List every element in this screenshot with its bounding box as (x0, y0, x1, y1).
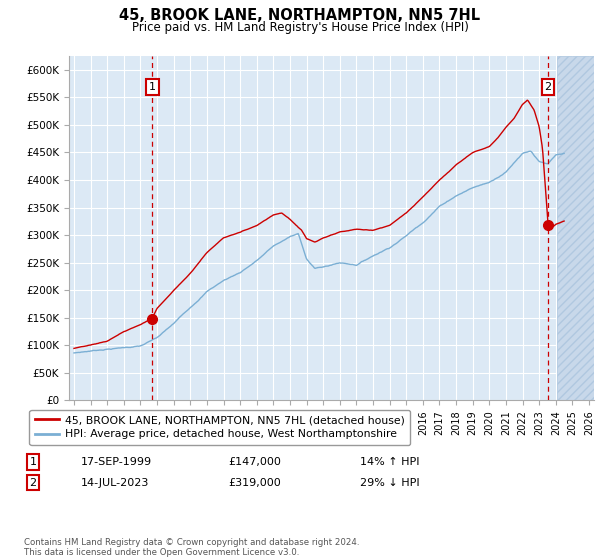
Text: 17-SEP-1999: 17-SEP-1999 (81, 457, 152, 467)
Text: £147,000: £147,000 (228, 457, 281, 467)
Text: 29% ↓ HPI: 29% ↓ HPI (360, 478, 419, 488)
Text: £319,000: £319,000 (228, 478, 281, 488)
Text: 2: 2 (545, 82, 552, 92)
Bar (557, 56, 594, 400)
Text: 2: 2 (29, 478, 37, 488)
Text: 14-JUL-2023: 14-JUL-2023 (81, 478, 149, 488)
Text: 45, BROOK LANE, NORTHAMPTON, NN5 7HL: 45, BROOK LANE, NORTHAMPTON, NN5 7HL (119, 8, 481, 24)
Text: 14% ↑ HPI: 14% ↑ HPI (360, 457, 419, 467)
Text: Price paid vs. HM Land Registry's House Price Index (HPI): Price paid vs. HM Land Registry's House … (131, 21, 469, 34)
Text: Contains HM Land Registry data © Crown copyright and database right 2024.
This d: Contains HM Land Registry data © Crown c… (24, 538, 359, 557)
Text: 1: 1 (149, 82, 156, 92)
Legend: 45, BROOK LANE, NORTHAMPTON, NN5 7HL (detached house), HPI: Average price, detac: 45, BROOK LANE, NORTHAMPTON, NN5 7HL (de… (29, 410, 410, 445)
Text: 1: 1 (29, 457, 37, 467)
